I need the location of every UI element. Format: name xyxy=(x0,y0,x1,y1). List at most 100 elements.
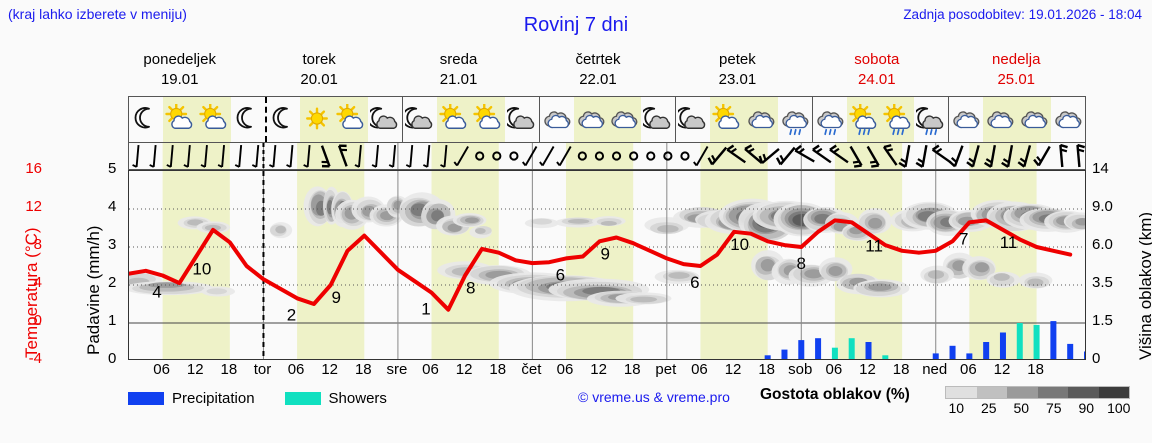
day-date: 22.01 xyxy=(579,71,617,88)
cloud-density-step-2 xyxy=(1007,387,1038,398)
x-tick-sob-19: sob xyxy=(788,361,813,378)
location-hint: (kraj lahko izberete v meniju) xyxy=(8,6,187,22)
x-tick-pet-15: pet xyxy=(655,361,677,378)
day-header-5: sobota 24.01 xyxy=(807,50,946,92)
x-tick-sre-7: sre xyxy=(386,361,408,378)
weather-icon-cloud-12 xyxy=(538,97,574,142)
weather-icon-cloud-13 xyxy=(573,97,608,142)
weather-icon-cloud-14 xyxy=(607,97,642,142)
precipitation-legend: Precipitation Showers xyxy=(128,386,387,410)
weather-icon-cloud-24 xyxy=(948,97,983,142)
weather-icon-sun-cloud-rain-22 xyxy=(880,97,915,142)
weather-icon-sun-cloud-6 xyxy=(334,97,369,142)
cloudheight-tick: 14 xyxy=(1092,160,1109,177)
x-tick-12-25: 12 xyxy=(993,361,1011,378)
weather-icon-cloud-18 xyxy=(744,97,778,142)
cloud-density-step-5 xyxy=(1098,387,1129,398)
day-name: nedelja xyxy=(992,51,1041,68)
temperature-tick: 0 xyxy=(33,312,42,329)
precipitation-tick: 1 xyxy=(108,312,117,329)
last-updated: Zadnja posodobitev: 19.01.2026 - 18:04 xyxy=(903,7,1142,22)
precipitation-tick: 4 xyxy=(108,198,117,215)
cloud-density-step-1 xyxy=(976,387,1007,398)
temperature-extreme-label: 8 xyxy=(466,279,475,298)
temperature-extreme-label: 7 xyxy=(959,229,968,248)
temperature-extreme-label: 2 xyxy=(287,305,296,324)
cloud-density-legend-title: Gostota oblakov (%) xyxy=(760,386,910,403)
day-date: 25.01 xyxy=(997,71,1036,88)
temperature-extreme-label: 9 xyxy=(332,288,341,307)
precipitation-axis-title: Padavine (mm/h) xyxy=(84,225,103,355)
day-date: 23.01 xyxy=(718,71,757,88)
x-tick-18-18: 18 xyxy=(758,361,775,378)
weather-icon-sun-cloud-rain-21 xyxy=(846,97,881,142)
x-tick-18-26: 18 xyxy=(1027,361,1044,378)
precipitation-tick: 0 xyxy=(108,350,117,367)
cloud-density-tick-1: 25 xyxy=(980,400,997,416)
cloud-density-step-4 xyxy=(1068,387,1099,398)
weather-icon-sun-cloud-17 xyxy=(710,97,745,142)
cloud-density-scale: 10 25 50 75 90 100 xyxy=(945,386,1135,416)
weather-icon-cloud-moon-7 xyxy=(368,97,402,142)
temperature-tick: 8 xyxy=(33,236,42,253)
weather-icon-moon-4 xyxy=(264,97,301,142)
day-header-row: ponedeljek 19.01 torek 20.01 sreda 21.01 četrt… xyxy=(110,50,1086,92)
precipitation-tick: 3 xyxy=(108,236,117,253)
weather-icon-sun-cloud-9 xyxy=(437,97,471,142)
day-name: torek xyxy=(302,51,336,68)
x-tick-06-0: 06 xyxy=(153,361,170,378)
cloudheight-axis-title: Višina oblakov (km) xyxy=(1136,211,1152,360)
day-date: 24.01 xyxy=(858,71,896,88)
temperature-extreme-label: 6 xyxy=(556,265,565,284)
weather-icon-moon-0 xyxy=(129,97,163,142)
x-tick-06-20: 06 xyxy=(825,361,843,378)
day-name: sreda xyxy=(439,51,478,68)
x-tick-tor-3: tor xyxy=(253,361,272,378)
x-tick-čet-11: čet xyxy=(521,361,542,378)
cloud-density-tick-3: 75 xyxy=(1045,400,1062,416)
weather-icon-moon-3 xyxy=(231,97,265,142)
copyright-notice[interactable]: © vreme.us & vreme.pro xyxy=(578,389,730,405)
day-header-6: nedelja 25.01 xyxy=(947,50,1086,92)
weather-icon-cloud-rain-19 xyxy=(778,97,812,142)
weather-icon-cloud-moon-16 xyxy=(675,97,710,142)
temperature-extreme-label: 6 xyxy=(690,273,699,292)
cloudheight-tick: 3.5 xyxy=(1092,274,1113,291)
x-tick-06-12: 06 xyxy=(556,361,574,378)
day-name: četrtek xyxy=(575,51,621,68)
precipitation-legend-label: Precipitation xyxy=(172,389,255,407)
cloudheight-tick: 1.5 xyxy=(1092,312,1113,329)
day-header-1: torek 20.01 xyxy=(249,50,388,92)
x-tick-06-16: 06 xyxy=(691,361,708,378)
showers-legend-label: Showers xyxy=(328,389,387,407)
cloudheight-tick: 6.0 xyxy=(1092,236,1113,253)
cloud-density-tick-5: 100 xyxy=(1107,400,1131,416)
cloud-density-tick-0: 10 xyxy=(948,400,965,416)
x-tick-06-4: 06 xyxy=(287,361,305,378)
temperature-extreme-label: 10 xyxy=(192,260,211,279)
x-tick-12-5: 12 xyxy=(321,361,339,378)
weather-icon-cloud-rain-20 xyxy=(811,97,847,142)
cloudheight-tick: 0 xyxy=(1092,350,1101,367)
day-date: 21.01 xyxy=(439,71,478,88)
cloudheight-tick: 9.0 xyxy=(1092,198,1113,215)
x-tick-18-14: 18 xyxy=(623,361,641,378)
day-header-2: sreda 21.01 xyxy=(389,50,528,92)
day-header-0: ponedeljek 19.01 xyxy=(110,50,249,92)
day-date: 20.01 xyxy=(300,71,338,88)
showers-swatch xyxy=(284,391,321,405)
precipitation-tick: 2 xyxy=(108,274,117,291)
x-tick-06-8: 06 xyxy=(422,361,439,378)
x-tick-ned-23: ned xyxy=(922,361,948,378)
day-name: petek xyxy=(719,51,756,68)
cloud-density-step-0 xyxy=(946,387,977,398)
weather-icon-cloud-moon-rain-23 xyxy=(914,97,948,142)
temperature-extreme-label: 1 xyxy=(421,300,430,319)
x-tick-06-24: 06 xyxy=(960,361,977,378)
day-name: sobota xyxy=(854,51,900,68)
temperature-extreme-label: 11 xyxy=(1000,233,1018,252)
temperature-tick: 16 xyxy=(25,160,42,177)
x-tick-12-17: 12 xyxy=(724,361,742,378)
weather-icon-sun-cloud-2 xyxy=(196,97,231,142)
cloud-density-tick-2: 50 xyxy=(1013,400,1030,416)
